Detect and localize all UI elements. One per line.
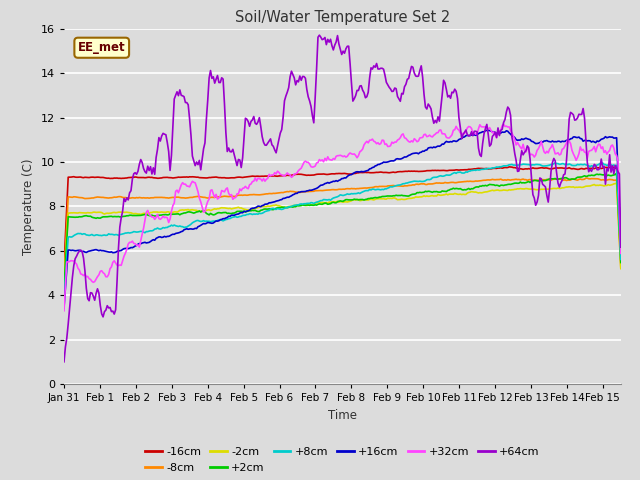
Title: Soil/Water Temperature Set 2: Soil/Water Temperature Set 2 (235, 10, 450, 25)
X-axis label: Time: Time (328, 408, 357, 421)
Text: EE_met: EE_met (78, 41, 125, 54)
Legend: -16cm, -8cm, -2cm, +2cm, +8cm, +16cm, +32cm, +64cm: -16cm, -8cm, -2cm, +2cm, +8cm, +16cm, +3… (141, 443, 544, 477)
Y-axis label: Temperature (C): Temperature (C) (22, 158, 35, 255)
